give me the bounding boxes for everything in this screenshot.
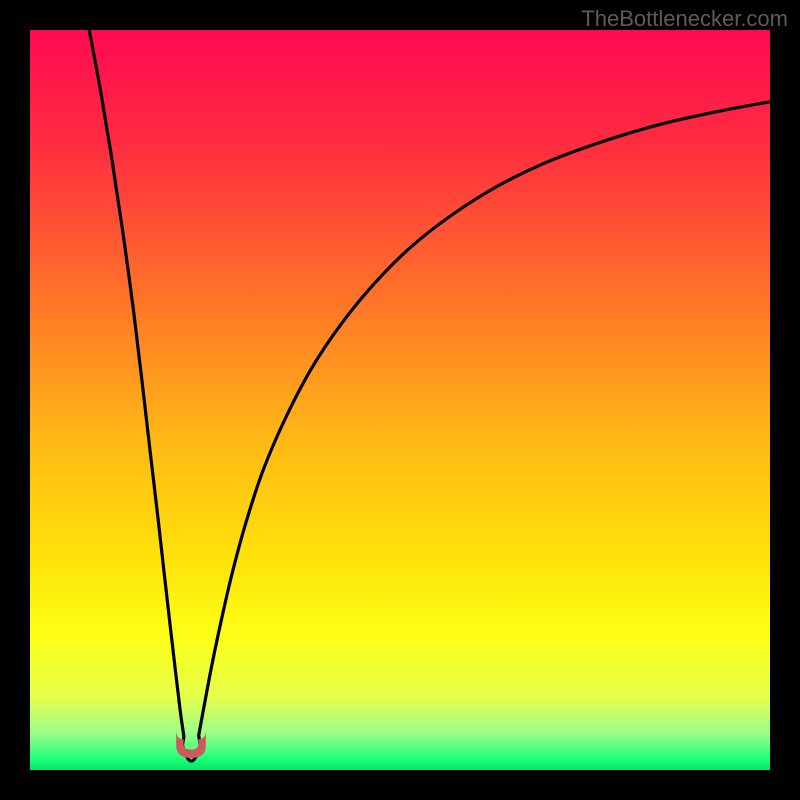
optimal-point-marker xyxy=(173,729,210,760)
bottleneck-curve xyxy=(30,30,770,770)
plot-area xyxy=(30,30,770,770)
watermark-label: TheBottlenecker.com xyxy=(581,6,788,32)
marker-shape xyxy=(177,730,207,758)
curve-path xyxy=(89,30,770,761)
figure-root: TheBottlenecker.com xyxy=(0,0,800,800)
